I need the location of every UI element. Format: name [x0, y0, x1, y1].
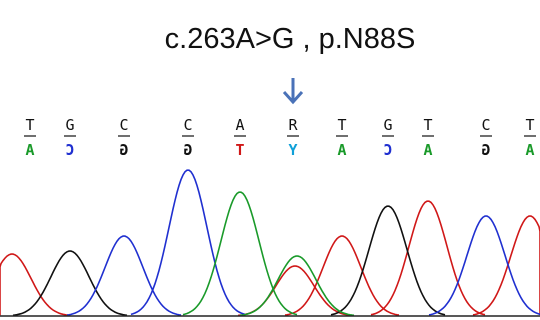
trace-peak [331, 206, 445, 315]
mutation-title: c.263A>G , p.N88S [165, 23, 416, 55]
top-base: C [183, 116, 192, 134]
bottom-base: Y [288, 141, 297, 159]
bottom-base: G [183, 141, 192, 159]
bottom-base: C [65, 141, 74, 159]
trace-peak [429, 216, 540, 315]
bottom-base: G [119, 141, 128, 159]
top-base: R [288, 116, 298, 134]
bottom-base: G [481, 141, 490, 159]
trace-peak [183, 192, 297, 314]
top-base: C [481, 116, 490, 134]
bottom-base: A [25, 141, 34, 159]
trace-peak [13, 251, 127, 315]
page: c.263A>G , p.N88S TGCCARTGTCTACGGTYACAGA… [0, 0, 540, 320]
top-base: C [119, 116, 128, 134]
traces [0, 170, 540, 315]
top-base: T [525, 116, 534, 134]
top-base: G [65, 116, 74, 134]
bottom-base: A [423, 141, 432, 159]
top-base: T [337, 116, 346, 134]
trace-peak [473, 216, 540, 315]
top-base: G [383, 116, 392, 134]
trace-peak [131, 170, 245, 314]
bottom-base: A [525, 141, 534, 159]
trace-peak [371, 201, 485, 315]
top-base: A [235, 116, 244, 134]
bottom-base: A [337, 141, 346, 159]
arrow [284, 78, 302, 102]
bottom-base: C [383, 141, 392, 159]
bottom-base: T [235, 141, 244, 159]
trace-peak [0, 254, 69, 315]
top-base: T [25, 116, 34, 134]
top-base: T [423, 116, 432, 134]
trace-peak [240, 256, 354, 315]
trace-peak [285, 236, 399, 315]
chromatogram-figure: c.263A>G , p.N88S TGCCARTGTCTACGGTYACAGA [0, 0, 540, 320]
